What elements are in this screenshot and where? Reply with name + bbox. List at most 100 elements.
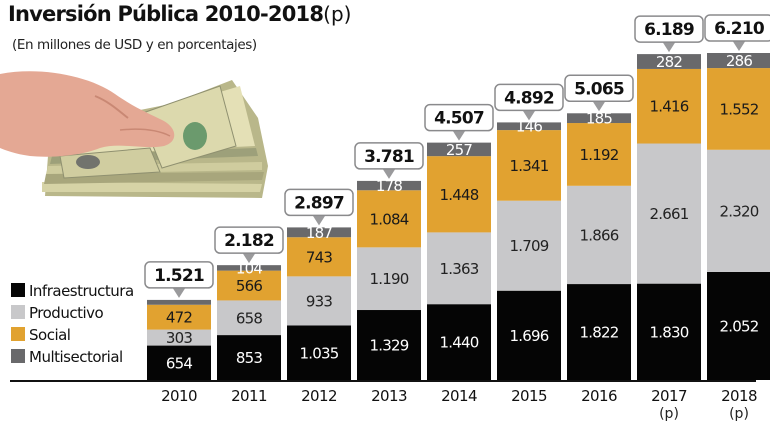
data-label-multisectorial: 187	[306, 224, 332, 242]
total-callout: 4.507	[424, 103, 494, 141]
total-callout: 2.182	[214, 226, 284, 264]
legend: Infraestructura Productivo Social Multisect…	[11, 282, 134, 366]
callout-pointer	[592, 100, 606, 112]
bar-group-2017: 1.830 2.661 1.416 282 6.189	[634, 15, 704, 380]
bar-segment-productivo	[567, 185, 631, 285]
total-label: 6.189	[644, 20, 694, 40]
x-tick-label: 2011	[231, 387, 267, 405]
chart-title-main: Inversión Pública 2010-2018	[8, 2, 324, 26]
bar-segment-infraestructura	[217, 335, 281, 380]
total-label: 1.521	[154, 266, 204, 286]
callout-box	[564, 74, 634, 103]
legend-label-social: Social	[29, 326, 70, 344]
data-label-productivo: 1.363	[440, 260, 479, 278]
legend-item-multisectorial: Multisectorial	[11, 348, 123, 366]
bar-segment-productivo	[637, 143, 701, 284]
total-callout: 4.892	[494, 83, 564, 121]
total-label: 4.892	[504, 88, 554, 108]
callout-pointer	[172, 286, 186, 298]
x-tick-label: 2014	[441, 387, 477, 405]
legend-swatch-infraestructura	[11, 283, 25, 297]
x-tick-note: (p)	[729, 406, 749, 422]
data-label-productivo: 2.661	[650, 205, 689, 223]
data-label-infraestructura: 1.440	[440, 334, 479, 352]
data-label-social: 1.192	[580, 146, 619, 164]
data-label-productivo: 1.709	[510, 237, 549, 255]
total-callout: 1.521	[144, 261, 214, 298]
x-tick-label: 2017	[651, 387, 687, 405]
data-label-productivo: 658	[236, 309, 262, 327]
bar-segment-infraestructura	[567, 284, 631, 380]
bar-group-2018: 2.052 2.320 1.552 286 6.210	[704, 14, 770, 380]
x-tick-labels: 2010 2011 2012 2013 2014 2015 2016 2017(p)2018(…	[161, 387, 757, 422]
total-callout: 2.897	[284, 188, 354, 226]
x-tick-label: 2013	[371, 387, 407, 405]
bar-segment-productivo	[707, 149, 770, 272]
bar-group-2014: 1.440 1.363 1.448 257 4.507	[424, 103, 494, 380]
data-label-multisectorial: 178	[376, 177, 402, 195]
data-label-multisectorial: 286	[726, 52, 752, 70]
x-tick-label: 2012	[301, 387, 337, 405]
data-label-multisectorial: 282	[656, 53, 682, 71]
data-label-multisectorial: 185	[586, 110, 612, 128]
data-label-social: 472	[166, 309, 192, 327]
data-label-infraestructura: 2.052	[720, 317, 759, 335]
callout-pointer	[732, 40, 746, 51]
data-label-infraestructura: 1.329	[370, 337, 409, 355]
data-label-multisectorial: 104	[236, 259, 262, 277]
bar-segment-productivo	[147, 329, 211, 346]
data-label-productivo: 1.190	[370, 270, 409, 288]
bar-segment-social	[427, 156, 491, 233]
legend-swatch-productivo	[11, 305, 25, 319]
data-label-social: 1.552	[720, 100, 759, 118]
data-label-social: 1.341	[510, 157, 549, 175]
callout-pointer	[452, 129, 466, 141]
data-label-infraestructura: 1.822	[580, 324, 619, 342]
data-label-infraestructura: 853	[236, 349, 262, 367]
callout-box	[144, 261, 214, 289]
x-tick-label: 2010	[161, 387, 197, 405]
callout-box	[354, 142, 424, 170]
data-label-multisectorial: 257	[446, 141, 472, 159]
data-label-social: 1.084	[370, 210, 409, 228]
bar-segment-infraestructura	[497, 290, 561, 380]
data-label-productivo: 933	[306, 292, 332, 310]
bar-group-2010: 654 303 472 1.521	[144, 261, 214, 380]
data-label-productivo: 2.320	[720, 202, 759, 220]
total-callout: 6.210	[704, 14, 770, 51]
total-label: 5.065	[574, 79, 624, 99]
legend-item-productivo: Productivo	[11, 304, 104, 322]
callout-pointer	[522, 109, 536, 121]
x-tick-label: 2015	[511, 387, 547, 405]
data-label-social: 1.416	[650, 98, 689, 116]
chart-title-suffix: (p)	[323, 2, 352, 26]
bar-segment-social	[217, 270, 281, 301]
legend-item-social: Social	[11, 326, 71, 344]
bar-segment-social	[357, 190, 421, 248]
bar-segment-multisectorial	[567, 113, 631, 124]
bar-segment-productivo	[427, 232, 491, 305]
bar-segment-social	[287, 237, 351, 277]
callout-box	[704, 14, 770, 42]
chart-subtitle: (En millones de USD y en porcentajes)	[12, 37, 257, 53]
x-tick-label: 2016	[581, 387, 617, 405]
chart-title: Inversión Pública 2010-2018(p)	[8, 2, 351, 26]
data-label-multisectorial: 146	[516, 118, 542, 136]
data-label-infraestructura: 1.035	[300, 344, 339, 362]
hand-icon	[0, 71, 175, 157]
total-label: 4.507	[434, 109, 484, 129]
callout-box	[214, 226, 284, 254]
total-callout: 6.189	[634, 15, 704, 53]
callout-box	[494, 83, 564, 112]
bar-segment-multisectorial	[427, 142, 491, 157]
bar-segment-multisectorial	[707, 53, 770, 69]
bar-segment-productivo	[357, 247, 421, 311]
data-label-infraestructura: 1.696	[510, 327, 549, 345]
legend-swatch-social	[11, 327, 25, 341]
money-illustration	[0, 71, 268, 198]
bar-segment-social	[637, 68, 701, 144]
bar-segment-multisectorial	[637, 54, 701, 69]
